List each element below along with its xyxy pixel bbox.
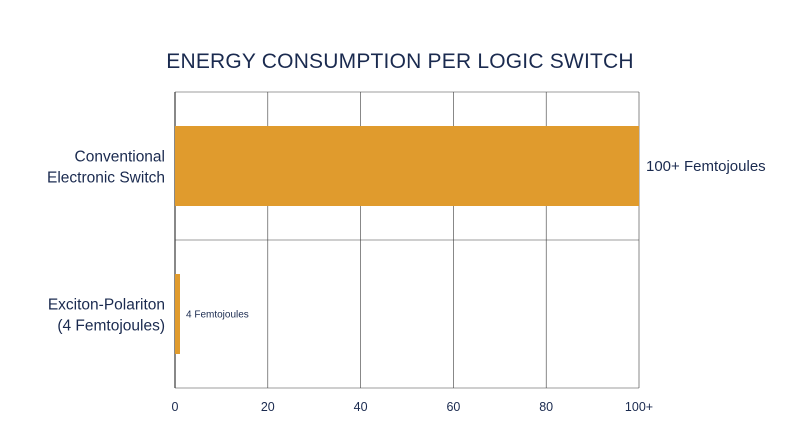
bars — [175, 126, 639, 354]
data-label: 4 Femtojoules — [186, 310, 249, 321]
x-tick-label: 60 — [446, 400, 460, 414]
bar — [175, 126, 639, 206]
x-tick-label: 20 — [261, 400, 275, 414]
category-label: Conventional Electronic Switch — [47, 149, 165, 187]
chart-title: ENERGY CONSUMPTION PER LOGIC SWITCH — [166, 50, 634, 73]
bar — [175, 274, 180, 354]
x-tick-label: 100+ — [625, 400, 653, 414]
labels: 0 20 40 60 80 100+ Conventional Electronic Swit… — [47, 149, 766, 415]
x-tick-label: 80 — [539, 400, 553, 414]
category-label: Exciton-Polariton (4 Femtojoules) — [48, 297, 165, 335]
x-tick-label: 40 — [354, 400, 368, 414]
x-tick-label: 0 — [172, 400, 179, 414]
data-label: 100+ Femtojoules — [646, 158, 766, 175]
